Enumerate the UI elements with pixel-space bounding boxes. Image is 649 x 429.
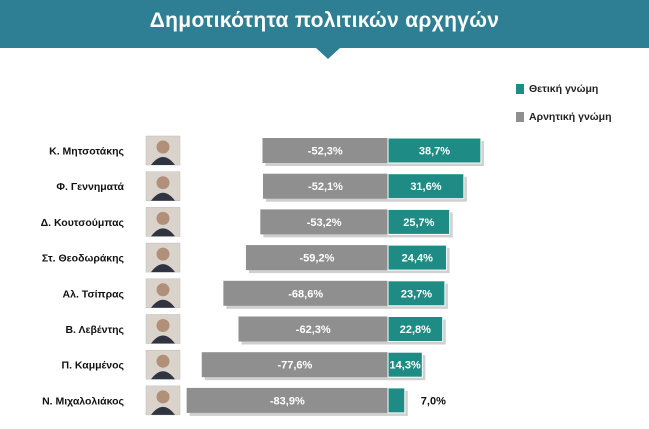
avatar-body (151, 264, 175, 273)
bar-negative (262, 173, 388, 199)
bar-negative (245, 245, 388, 271)
label-positive: 22,8% (400, 324, 431, 336)
avatar-body (151, 228, 175, 237)
bar-negative (260, 209, 388, 235)
legend-swatch-negative (516, 112, 524, 122)
avatar-head (156, 319, 170, 332)
bar-positive (387, 316, 444, 342)
avatar-body (151, 157, 175, 165)
page-title: Δημοτικότητα πολιτικών αρχηγών (149, 9, 500, 32)
bar-positive (387, 173, 465, 200)
leader-name: Αλ. Τσίπρας (63, 288, 125, 300)
leader-name: Στ. Θεοδωράκης (42, 253, 125, 265)
leader-name: Δ. Κουτσούμπας (41, 217, 125, 229)
leader-name: Φ. Γεννηματά (56, 181, 124, 193)
avatar-head (156, 140, 170, 154)
label-negative: -52,3% (308, 146, 343, 158)
label-positive: 24,4% (402, 253, 433, 265)
label-negative: -52,1% (308, 181, 343, 193)
bar-positive (387, 351, 423, 378)
label-negative: -77,6% (277, 360, 312, 372)
label-positive: 25,7% (403, 217, 434, 229)
avatar-body (151, 406, 175, 415)
legend-swatch-positive (516, 84, 524, 94)
legend-label-negative: Αρνητική γνώμη (529, 111, 612, 123)
avatar-head (156, 354, 170, 368)
bar-negative (201, 352, 388, 378)
leader-name: Β. Λεβέντης (65, 324, 124, 336)
bar-positive (387, 244, 448, 271)
bar-positive (387, 387, 406, 414)
label-positive: 31,6% (410, 181, 441, 193)
header-notch (316, 48, 340, 59)
bar-positive (387, 280, 446, 307)
label-negative: -53,2% (307, 217, 342, 229)
avatar-body (151, 299, 175, 308)
label-positive: 23,7% (401, 288, 432, 300)
avatar-head (156, 247, 170, 261)
legend: Θετική γνώμη Αρνητική γνώμη (516, 79, 612, 135)
avatar-head (156, 176, 170, 190)
bar-negative (238, 316, 388, 342)
legend-item-negative: Αρνητική γνώμη (516, 107, 612, 127)
bar-negative (223, 280, 388, 306)
legend-label-positive: Θετική γνώμη (529, 83, 599, 95)
label-negative: -62,3% (296, 324, 331, 336)
bar-positive (387, 208, 451, 235)
bar-negative (186, 387, 388, 413)
bar-positive (387, 137, 482, 164)
leader-name: Κ. Μητσοτάκης (49, 146, 124, 158)
label-positive: 38,7% (419, 146, 450, 158)
header-bar (0, 0, 649, 48)
avatar-body (151, 192, 175, 201)
leader-name: Π. Καμμένος (61, 360, 124, 372)
legend-item-positive: Θετική γνώμη (516, 79, 612, 99)
avatar-body (151, 335, 175, 344)
bar-negative (262, 138, 388, 163)
avatar-head (156, 211, 170, 225)
label-negative: -83,9% (270, 395, 305, 407)
label-negative: -68,6% (288, 288, 323, 300)
leader-name: Ν. Μιχαλολιάκος (42, 395, 124, 407)
avatar-head (156, 390, 170, 404)
avatar-body (151, 371, 175, 380)
avatar-head (156, 283, 170, 297)
label-positive: 7,0% (421, 395, 446, 407)
label-negative: -59,2% (300, 253, 335, 265)
label-positive: 14,3% (390, 360, 421, 372)
